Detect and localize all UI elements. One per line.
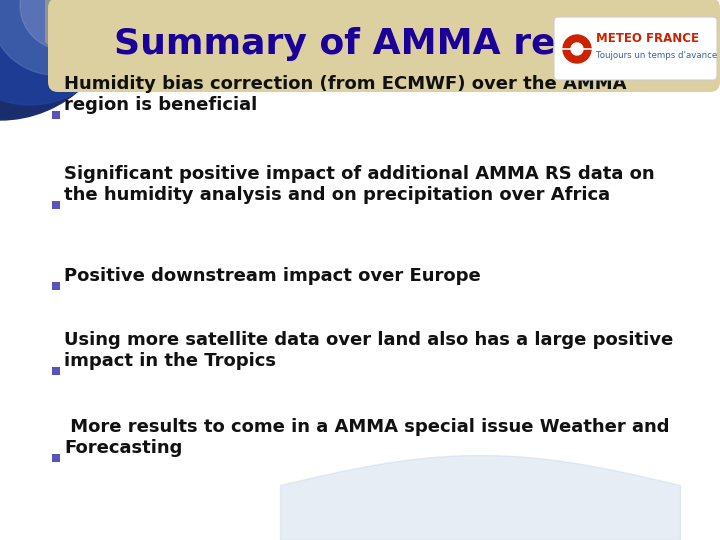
Bar: [52, 201, 60, 209]
FancyBboxPatch shape: [45, 0, 275, 45]
Text: Summary of AMMA results: Summary of AMMA results: [114, 27, 654, 61]
FancyBboxPatch shape: [48, 0, 720, 92]
Circle shape: [0, 0, 120, 120]
Text: Humidity bias correction (from ECMWF) over the AMMA
region is beneficial: Humidity bias correction (from ECMWF) ov…: [64, 75, 626, 114]
Text: Positive downstream impact over Europe: Positive downstream impact over Europe: [64, 267, 481, 285]
Bar: [52, 454, 60, 462]
Circle shape: [20, 0, 110, 50]
Text: More results to come in a AMMA special issue Weather and
Forecasting: More results to come in a AMMA special i…: [64, 418, 670, 457]
Circle shape: [571, 43, 583, 55]
Bar: [52, 111, 60, 119]
Bar: [52, 367, 60, 375]
Text: Toujours un temps d'avance: Toujours un temps d'avance: [596, 51, 717, 60]
Text: METEO FRANCE: METEO FRANCE: [596, 32, 699, 45]
Text: Using more satellite data over land also has a large positive
impact in the Trop: Using more satellite data over land also…: [64, 331, 673, 370]
Text: Significant positive impact of additional AMMA RS data on
the humidity analysis : Significant positive impact of additiona…: [64, 165, 654, 204]
Circle shape: [0, 0, 120, 105]
FancyBboxPatch shape: [554, 17, 717, 80]
Bar: [52, 282, 60, 290]
Circle shape: [0, 0, 120, 75]
Circle shape: [563, 35, 591, 63]
